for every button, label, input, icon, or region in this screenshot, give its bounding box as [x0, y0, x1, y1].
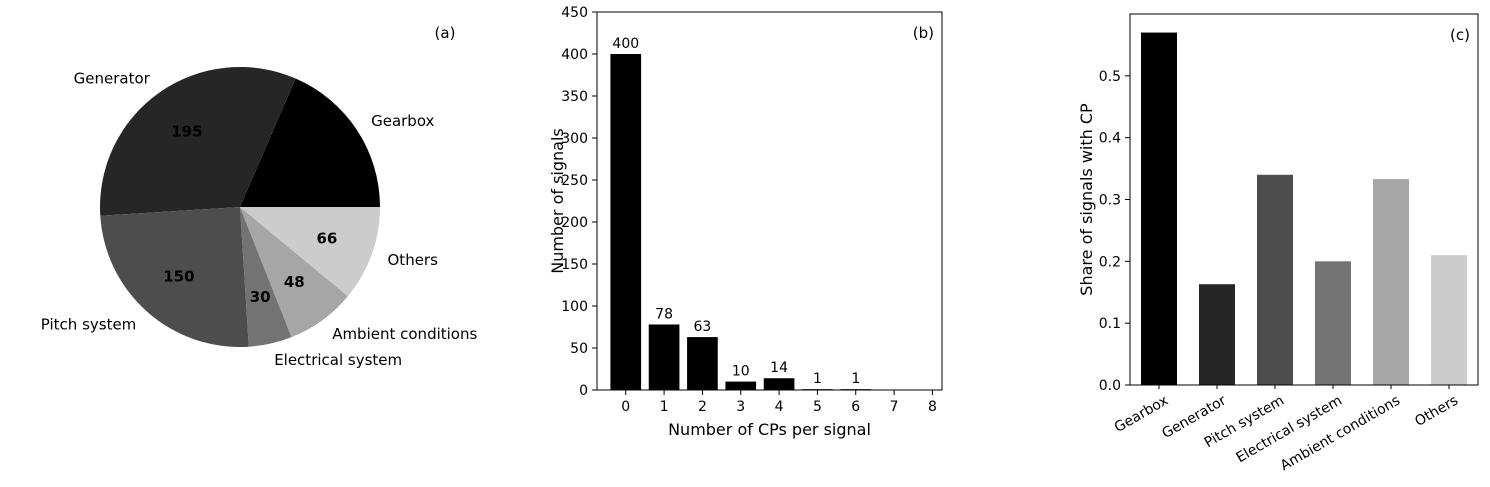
bar-cps-3 — [725, 381, 757, 390]
panel-label-a: (a) — [435, 24, 456, 42]
x-tick-label-others: Others — [1412, 393, 1461, 430]
axes-frame-c — [1129, 13, 1479, 386]
y-axis-label-c: Share of signals with CP — [1077, 103, 1096, 296]
x-tick-label: 0 — [621, 399, 630, 415]
bar-value-label-1: 78 — [655, 307, 673, 323]
y-tick-label: 450 — [561, 5, 588, 21]
bar-pitch-system — [1257, 174, 1293, 385]
x-tick-label: 3 — [736, 399, 745, 415]
bar-cps-0 — [610, 54, 642, 390]
pie-category-label-pitch-system: Pitch system — [41, 316, 137, 334]
y-tick-label: 250 — [561, 173, 588, 189]
y-tick-label: 150 — [561, 257, 588, 273]
x-tick-label: 8 — [928, 399, 937, 415]
y-tick-label: 0.5 — [1099, 69, 1121, 85]
bar-cps-2 — [687, 337, 718, 390]
y-tick-label: 50 — [570, 341, 588, 357]
x-tick-label: 7 — [890, 399, 899, 415]
pie-category-label-others: Others — [388, 251, 439, 269]
y-tick-label: 0.0 — [1099, 378, 1121, 394]
x-tick-label: 4 — [775, 399, 784, 415]
x-tick-label: 2 — [698, 399, 707, 415]
pie-slice-ambient-conditions — [240, 207, 348, 338]
bar-value-label-5: 1 — [813, 371, 822, 387]
x-tick-label: 1 — [660, 399, 669, 415]
y-tick-label: 0.3 — [1099, 193, 1121, 209]
x-tick-label: 5 — [813, 399, 822, 415]
y-tick-label: 0 — [579, 383, 588, 399]
y-tick-label: 100 — [561, 299, 588, 315]
bar-gearbox — [1141, 32, 1177, 386]
bar-value-label-3: 10 — [732, 364, 750, 380]
y-tick-label: 300 — [561, 131, 588, 147]
y-tick-label: 0.4 — [1099, 131, 1121, 147]
pie-value-label-generator: 195 — [171, 122, 202, 140]
pie-slice-others — [240, 207, 380, 297]
pie-slice-electrical-system — [240, 207, 292, 347]
panel-label-b: (b) — [913, 24, 934, 42]
y-tick-label: 200 — [561, 215, 588, 231]
pie-slice-gearbox — [240, 78, 380, 207]
bar-others — [1431, 255, 1467, 385]
bar-value-label-6: 1 — [851, 371, 860, 387]
pie-category-label-electrical-system: Electrical system — [274, 351, 402, 369]
bar-cps-1 — [648, 324, 680, 390]
bar-value-label-0: 400 — [612, 36, 639, 52]
axes-frame-b — [596, 11, 943, 391]
pie-value-label-electrical-system: 30 — [250, 288, 271, 306]
y-axis-label-b: Number of signals — [548, 128, 567, 274]
y-tick-label: 350 — [561, 89, 588, 105]
bar-value-label-4: 14 — [770, 360, 788, 376]
y-tick-label: 0.2 — [1099, 254, 1121, 270]
panel-label-c: (c) — [1450, 26, 1470, 44]
pie-slice-generator — [100, 66, 296, 216]
pie-category-label-gearbox: Gearbox — [371, 112, 434, 130]
bar-ambient-conditions — [1373, 179, 1409, 385]
pie-category-label-generator: Generator — [74, 70, 151, 88]
y-tick-label: 0.1 — [1099, 316, 1121, 332]
pie-value-label-others: 66 — [316, 229, 337, 247]
pie-slice-pitch-system — [100, 207, 249, 347]
x-axis-label-b: Number of CPs per signal — [668, 420, 871, 439]
pie-category-label-ambient-conditions: Ambient conditions — [332, 325, 477, 343]
pie-chart-component-signals: 111 Gearbox 195 Generator 150 Pitch system 30 E… — [41, 24, 478, 369]
pie-value-label-pitch-system: 150 — [163, 267, 194, 285]
pie-value-label-ambient-conditions: 48 — [284, 273, 305, 291]
x-tick-label: 6 — [851, 399, 860, 415]
bar-generator — [1199, 284, 1235, 385]
pie-value-label-gearbox: 111 — [302, 147, 333, 165]
bar-value-label-2: 63 — [693, 319, 711, 335]
bar-electrical-system — [1315, 261, 1351, 385]
y-tick-label: 400 — [561, 47, 588, 63]
bar-cps-4 — [763, 378, 795, 390]
